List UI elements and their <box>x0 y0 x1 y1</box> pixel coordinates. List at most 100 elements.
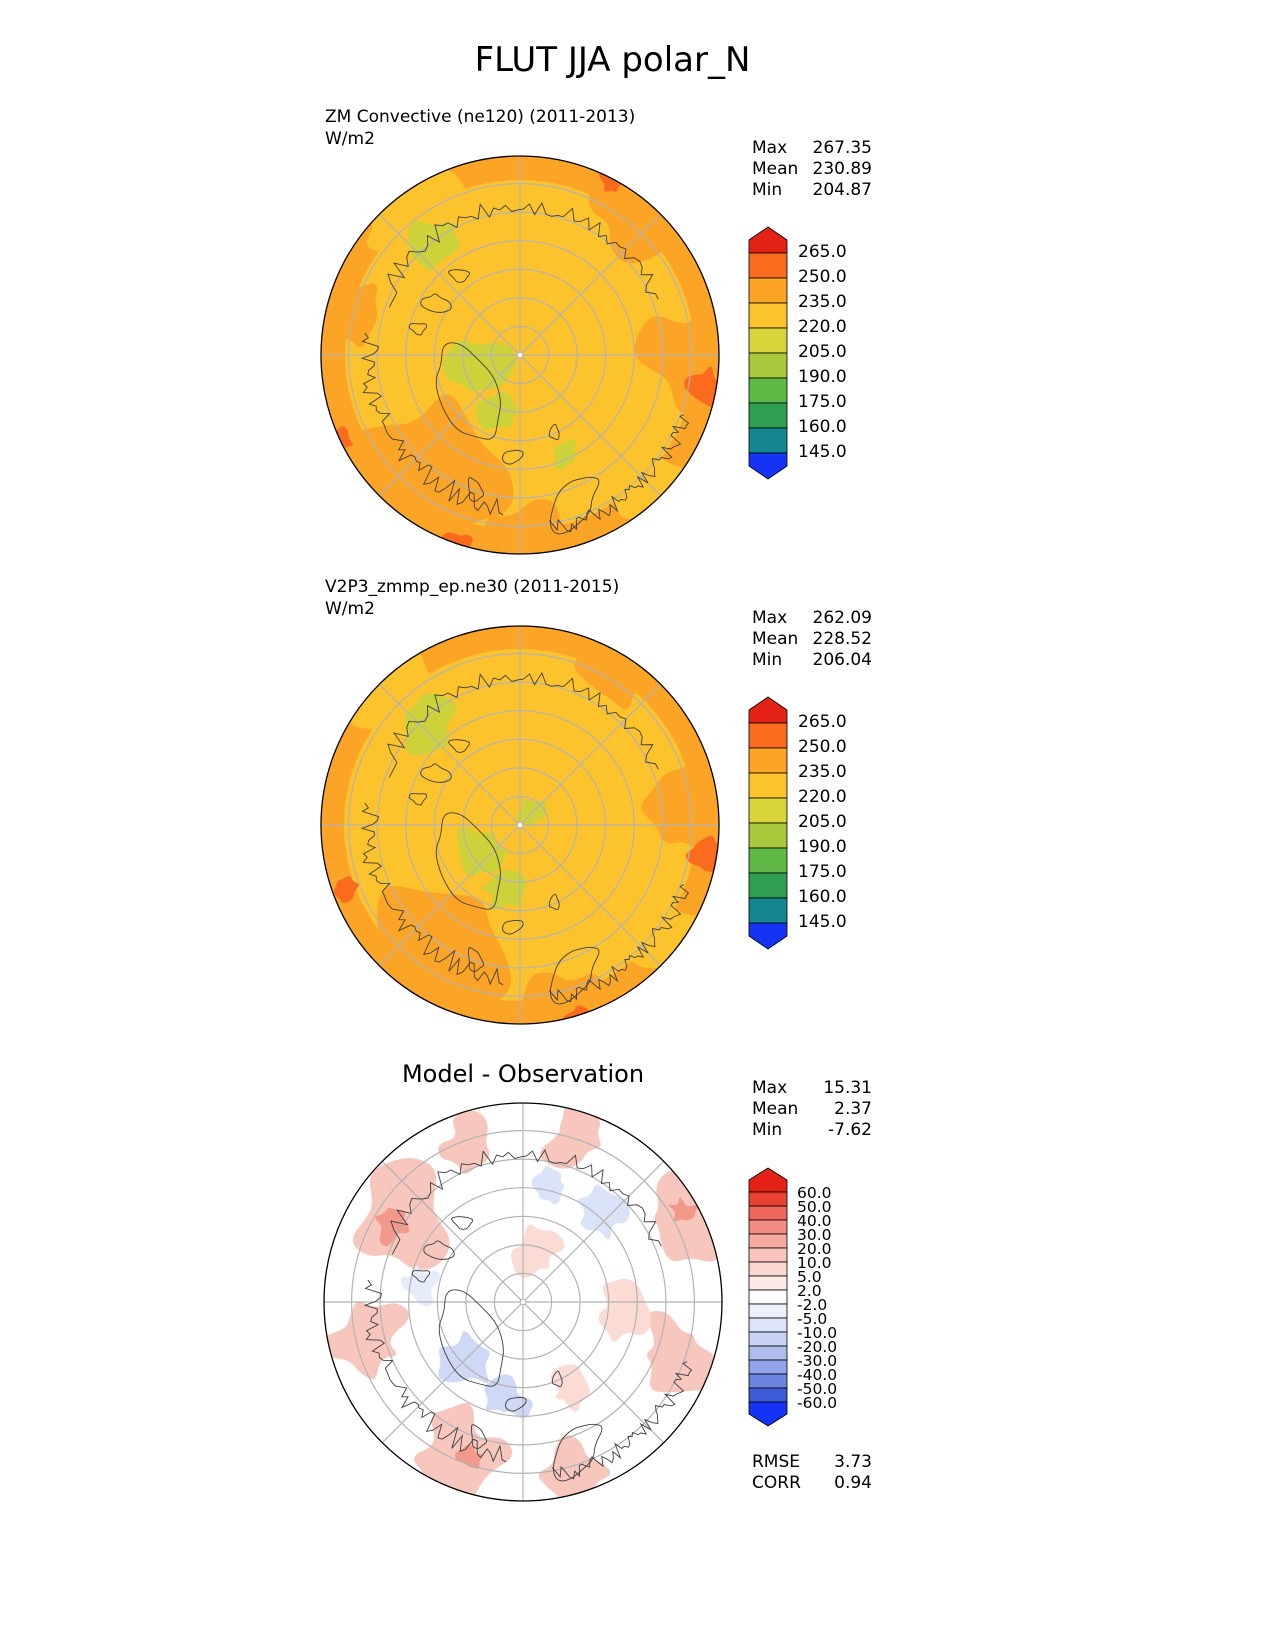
stat-row-min: Min 204.87 <box>752 180 872 201</box>
colorbar-tick-label: 50.0 <box>797 1198 832 1216</box>
stat-value-max: 15.31 <box>823 1078 872 1098</box>
stat-value-max: 262.09 <box>812 608 872 628</box>
stat-row-max: Max 262.09 <box>752 608 872 629</box>
colorbar-tick-label: -60.0 <box>797 1394 838 1412</box>
colorbar-tick-label: 205.0 <box>798 342 847 362</box>
colorbar-segment <box>748 1387 788 1403</box>
stat-row-min: Min 206.04 <box>752 650 872 671</box>
colorbar-segment <box>748 1261 788 1277</box>
stat-row-max: Max 267.35 <box>752 138 872 159</box>
colorbar-tick-label: 145.0 <box>798 442 847 462</box>
stat-value-min: 206.04 <box>812 650 872 670</box>
coastlines <box>360 672 690 1012</box>
colorbar-tick-label: 190.0 <box>798 837 847 857</box>
metric-label-rmse: RMSE <box>752 1452 801 1472</box>
colorbar-segment <box>748 1317 788 1333</box>
colorbar-tick-label: 40.0 <box>797 1212 832 1230</box>
colorbar-segment <box>748 1233 788 1249</box>
colorbar-extend-top <box>748 1167 788 1193</box>
metric-value-rmse: 3.73 <box>834 1452 872 1472</box>
stat-row-mean: Mean 228.52 <box>752 629 872 650</box>
panel1-label: ZM Convective (ne120) (2011-2013) W/m2 <box>325 106 635 150</box>
colorbar-segment <box>748 797 788 824</box>
colorbar-tick-label: 10.0 <box>797 1254 832 1272</box>
metric-label-corr: CORR <box>752 1473 801 1493</box>
colorbar-segment <box>748 327 788 354</box>
pole-marker <box>519 1298 527 1306</box>
colorbar-segment <box>748 1345 788 1361</box>
colorbar-tick-label: 175.0 <box>798 392 847 412</box>
colorbar-tick-label: 235.0 <box>798 292 847 312</box>
colorbar-segment <box>748 252 788 279</box>
map-boundary <box>320 625 720 1025</box>
stat-label-mean: Mean <box>752 1099 799 1119</box>
colorbar-segment <box>748 722 788 749</box>
panel2-colorbar <box>748 696 788 950</box>
colorbar-tick-label: 220.0 <box>798 317 847 337</box>
colorbar-tick-label: 220.0 <box>798 787 847 807</box>
stat-row-mean: Mean 230.89 <box>752 159 872 180</box>
stat-row-max: Max 15.31 <box>752 1078 872 1099</box>
pole-marker <box>516 351 524 359</box>
colorbar-tick-label: 250.0 <box>798 737 847 757</box>
panel3-metrics: RMSE 3.73 CORR 0.94 <box>752 1452 872 1494</box>
colorbar-tick-label: 205.0 <box>798 812 847 832</box>
stat-value-min: 204.87 <box>812 180 872 200</box>
colorbar-extend-bottom <box>748 452 788 480</box>
colorbar-tick-label: 160.0 <box>798 887 847 907</box>
colorbar-tick-label: 20.0 <box>797 1240 832 1258</box>
colorbar-tick-label: -30.0 <box>797 1352 838 1370</box>
panel1-stats: Max 267.35 Mean 230.89 Min 204.87 <box>752 138 872 201</box>
panel2-label: V2P3_zmmp_ep.ne30 (2011-2015) W/m2 <box>325 576 619 620</box>
colorbar-tick-label: -40.0 <box>797 1366 838 1384</box>
panel3-map <box>323 1102 723 1502</box>
panel2-stats: Max 262.09 Mean 228.52 Min 206.04 <box>752 608 872 671</box>
colorbar-segment <box>748 1359 788 1375</box>
stat-label-min: Min <box>752 1120 783 1140</box>
colorbar-tick-label: 175.0 <box>798 862 847 882</box>
colorbar-segment <box>748 1331 788 1347</box>
colorbar-tick-label: -2.0 <box>797 1296 828 1314</box>
panel3-colorbar <box>748 1167 788 1427</box>
colorbar-extend-bottom <box>748 922 788 950</box>
colorbar-segment <box>748 747 788 774</box>
colorbar-tick-label: 5.0 <box>797 1268 822 1286</box>
colorbar-segment <box>748 377 788 404</box>
colorbar-segment <box>748 352 788 379</box>
colorbar-segment <box>748 847 788 874</box>
coastlines <box>360 202 690 542</box>
stat-value-mean: 230.89 <box>812 159 872 179</box>
colorbar-tick-label: 60.0 <box>797 1184 832 1202</box>
panel1-units-label: W/m2 <box>325 129 375 149</box>
stat-row-min: Min -7.62 <box>752 1120 872 1141</box>
stat-label-min: Min <box>752 650 783 670</box>
colorbar-segment <box>748 822 788 849</box>
colorbar-tick-label: 265.0 <box>798 242 847 262</box>
colorbar-tick-label: 160.0 <box>798 417 847 437</box>
colorbar-extend-top <box>748 696 788 724</box>
stat-label-max: Max <box>752 138 788 158</box>
metric-row-rmse: RMSE 3.73 <box>752 1452 872 1473</box>
colorbar-tick-label: 2.0 <box>797 1282 822 1300</box>
metric-row-corr: CORR 0.94 <box>752 1473 872 1494</box>
panel1-title: ZM Convective (ne120) (2011-2013) <box>325 107 636 127</box>
stat-label-max: Max <box>752 608 788 628</box>
stat-label-max: Max <box>752 1078 788 1098</box>
colorbar-segment <box>748 277 788 304</box>
pole-marker <box>516 821 524 829</box>
stat-label-min: Min <box>752 180 783 200</box>
colorbar-segment <box>748 427 788 454</box>
panel2-map <box>320 625 720 1025</box>
stat-row-mean: Mean 2.37 <box>752 1099 872 1120</box>
colorbar-segment <box>748 1205 788 1221</box>
panel2-title: V2P3_zmmp_ep.ne30 (2011-2015) <box>325 577 620 597</box>
colorbar-segment <box>748 302 788 329</box>
metric-value-corr: 0.94 <box>834 1473 872 1493</box>
panel1-map <box>320 155 720 555</box>
stat-label-mean: Mean <box>752 629 799 649</box>
colorbar-segment <box>748 1247 788 1263</box>
colorbar-segment <box>748 1373 788 1389</box>
coastlines <box>363 1149 693 1489</box>
colorbar-tick-label: -5.0 <box>797 1310 828 1328</box>
panel3-title: Model - Observation <box>401 1060 645 1088</box>
